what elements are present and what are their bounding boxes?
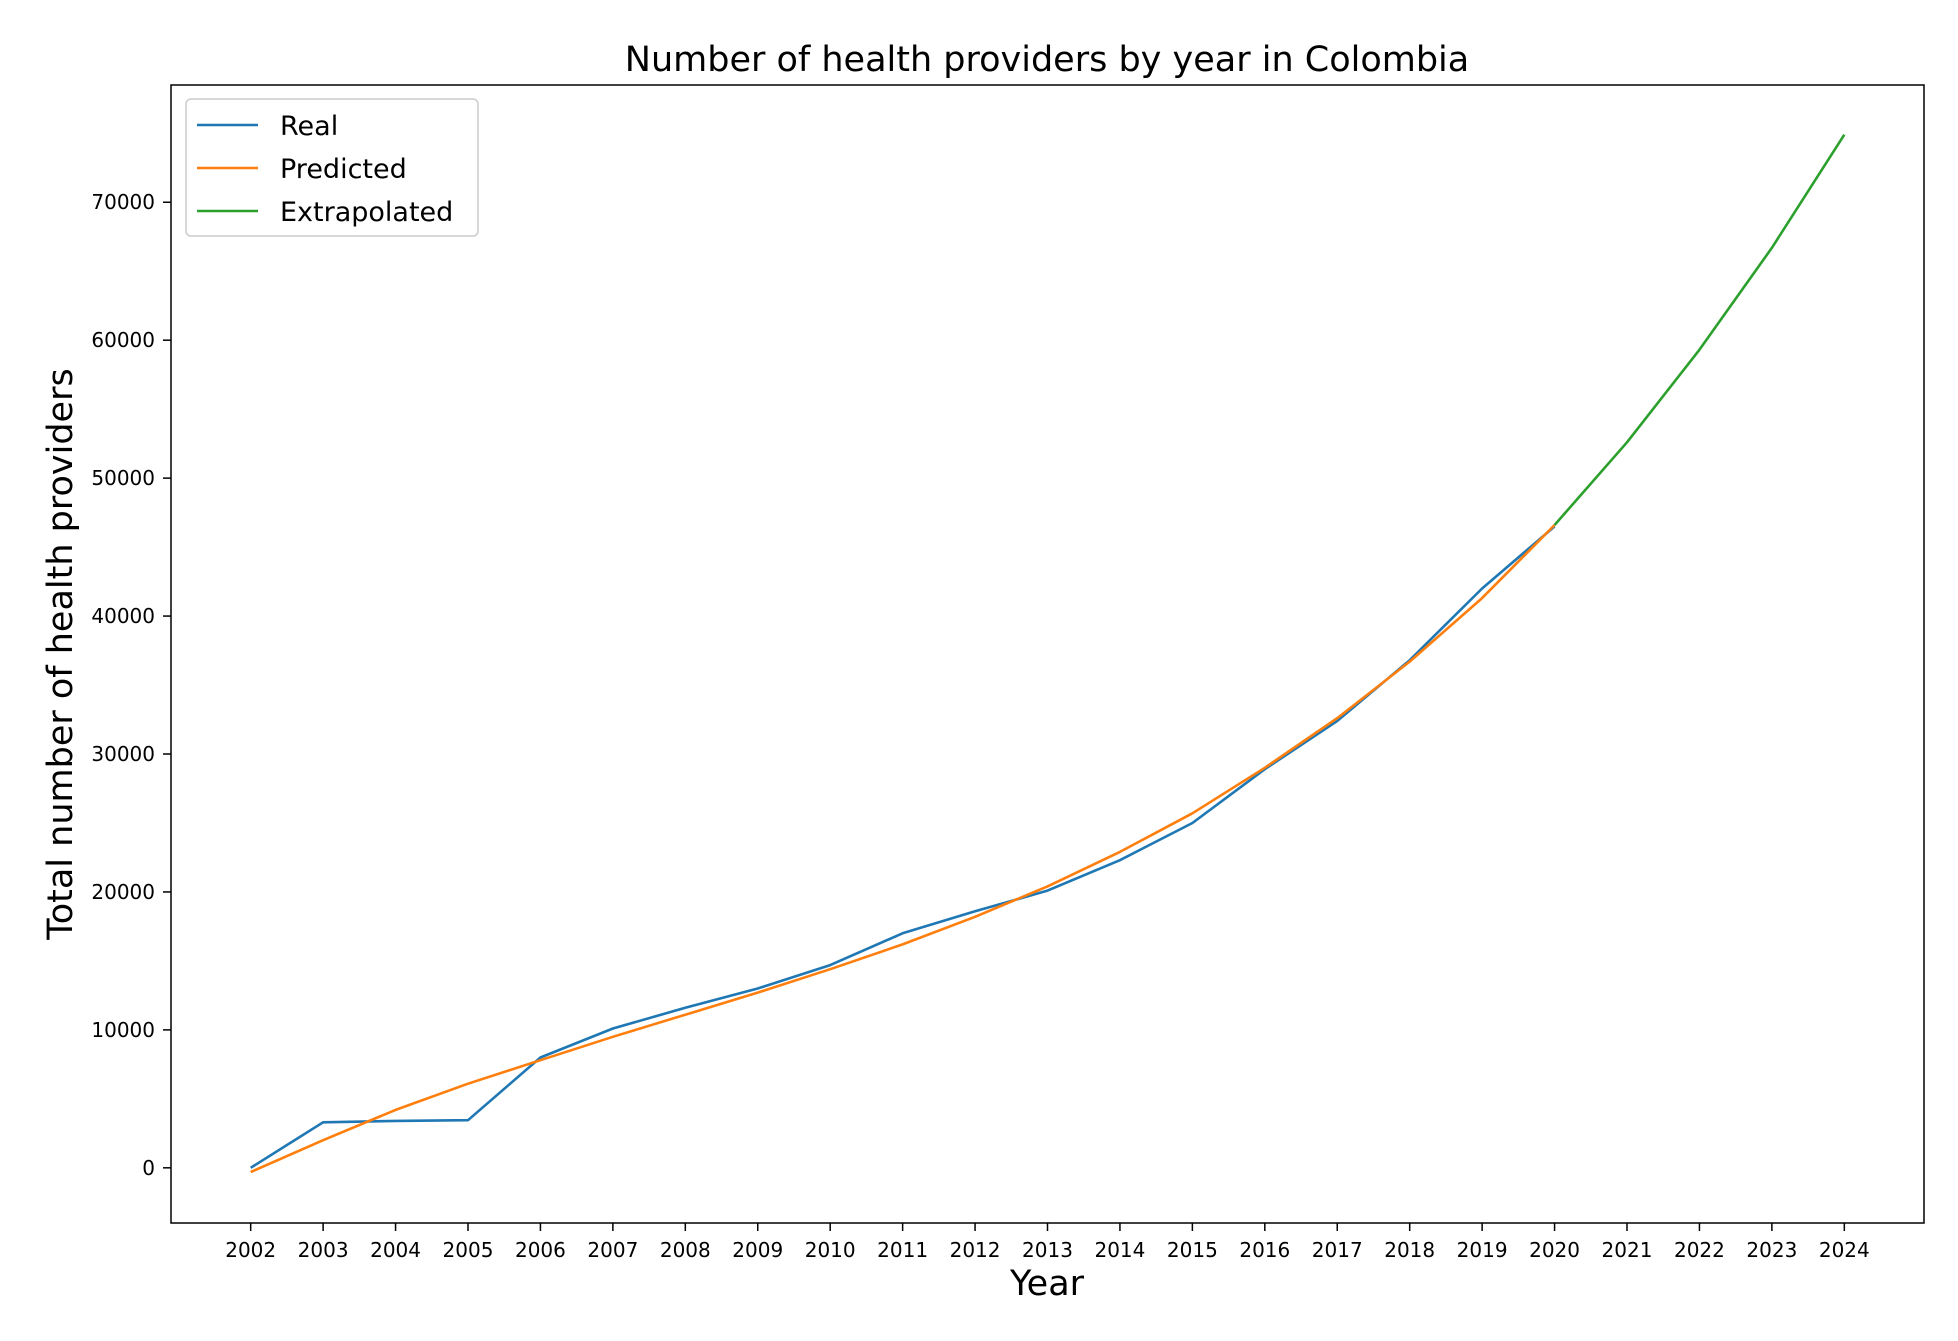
series-line-predicted — [250, 524, 1556, 1174]
x-tick-label: 2007 — [587, 1238, 638, 1262]
legend: Real Predicted Extrapolated — [185, 98, 479, 237]
y-tick-label: 70000 — [91, 190, 155, 214]
x-tick-label: 2004 — [370, 1238, 421, 1262]
x-tick-label: 2010 — [805, 1238, 856, 1262]
x-tick-label: 2015 — [1167, 1238, 1218, 1262]
legend-box — [185, 98, 479, 237]
y-tick-label: 60000 — [91, 328, 155, 352]
x-tick-label: 2003 — [298, 1238, 349, 1262]
series-line-real — [250, 525, 1556, 1169]
y-axis: 0 10000 20000 30000 40000 50000 60000 70000 — [91, 190, 171, 1180]
x-tick-label: 2006 — [515, 1238, 566, 1262]
x-axis: 2002 2003 2004 2005 2006 2007 2008 2009 2010 2011… — [225, 1223, 1870, 1262]
x-tick-label: 2009 — [732, 1238, 783, 1262]
series-layer — [250, 133, 1846, 1174]
y-tick-label: 50000 — [91, 466, 155, 490]
x-tick-label: 2016 — [1239, 1238, 1290, 1262]
x-tick-label: 2019 — [1457, 1238, 1508, 1262]
x-tick-label: 2008 — [660, 1238, 711, 1262]
x-tick-label: 2023 — [1746, 1238, 1797, 1262]
x-tick-label: 2018 — [1384, 1238, 1435, 1262]
y-tick-label: 20000 — [91, 880, 155, 904]
x-tick-label: 2021 — [1602, 1238, 1653, 1262]
y-tick-label: 30000 — [91, 742, 155, 766]
y-tick-label: 40000 — [91, 604, 155, 628]
x-tick-label: 2012 — [950, 1238, 1001, 1262]
y-axis-label: Total number of health providers — [41, 368, 81, 940]
plot-area — [170, 84, 1925, 1224]
x-tick-label: 2014 — [1094, 1238, 1145, 1262]
chart-title: Number of health providers by year in Co… — [625, 40, 1469, 80]
x-axis-label: Year — [1009, 1264, 1085, 1304]
x-tick-label: 2022 — [1674, 1238, 1725, 1262]
x-tick-label: 2017 — [1312, 1238, 1363, 1262]
x-tick-label: 2011 — [877, 1238, 928, 1262]
y-tick-label: 10000 — [91, 1018, 155, 1042]
legend-label-extrapolated: Extrapolated — [280, 197, 453, 228]
x-tick-label: 2013 — [1022, 1238, 1073, 1262]
legend-label-predicted: Predicted — [280, 154, 407, 185]
x-tick-label: 2024 — [1819, 1238, 1870, 1262]
x-tick-label: 2020 — [1529, 1238, 1580, 1262]
x-tick-label: 2005 — [443, 1238, 494, 1262]
x-tick-label: 2002 — [225, 1238, 276, 1262]
legend-label-real: Real — [280, 111, 338, 142]
series-line-extrapolated — [1553, 133, 1846, 526]
y-tick-label: 0 — [142, 1156, 155, 1180]
